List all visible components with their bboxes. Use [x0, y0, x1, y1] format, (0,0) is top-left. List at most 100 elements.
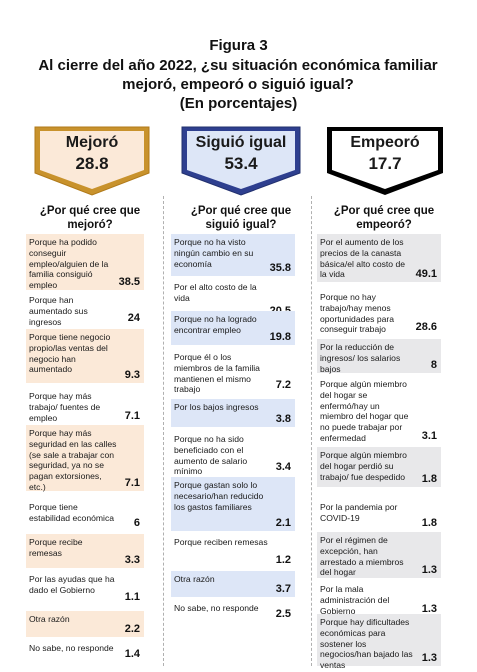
reason-text: Porque reciben remesas [174, 537, 268, 547]
reason-text: Otra razón [174, 574, 215, 584]
reason-value: 8 [430, 359, 437, 372]
question-empeoro: ¿Por qué cree que empeoró? [333, 205, 435, 231]
reason-value: 7.1 [124, 477, 140, 490]
figure-label: Figura 3 [209, 37, 268, 54]
reason-item: Porque no hay trabajo/hay menos oportuni… [317, 289, 441, 335]
reason-value: 49.1 [415, 268, 437, 281]
reason-value: 1.8 [421, 517, 437, 530]
reason-item: Porque tiene estabilidad económica 6 [26, 499, 144, 531]
arrow-empeoro-shape [327, 127, 443, 195]
reason-value: 3.7 [275, 583, 291, 596]
reason-text: Porque tiene estabilidad económica [29, 502, 115, 523]
reason-item: Otra razón 2.2 [26, 611, 144, 637]
reason-item: Porque gastan solo lo necesario/han redu… [171, 477, 295, 531]
reason-text: Porque hay más seguridad en las calles (… [29, 428, 117, 492]
reason-item: No sabe, no responde 1.4 [26, 640, 144, 662]
reason-item: Porque hay más seguridad en las calles (… [26, 425, 144, 492]
reason-value: 1.3 [421, 652, 437, 665]
reason-text: Por las ayudas que ha dado el Gobierno [29, 574, 115, 595]
reason-text: Porque tiene negocio propio/las ventas d… [29, 332, 111, 375]
reason-item: Por la reducción de ingresos/ los salari… [317, 339, 441, 374]
reason-item: Porque él o los miembros de la familia m… [171, 349, 295, 395]
reason-text: Porque ha podido conseguir empleo/alguie… [29, 237, 109, 291]
reason-item: Porque han aumentado sus ingresos 24 [26, 292, 144, 327]
reason-item: Porque tiene negocio propio/las ventas d… [26, 329, 144, 383]
reason-item: Porque recibe remesas 3.3 [26, 534, 144, 568]
question-mejoro: ¿Por qué cree que mejoró? [39, 205, 141, 231]
reason-value: 35.8 [269, 262, 291, 275]
reason-text: Por el régimen de excepción, han arresta… [320, 535, 404, 578]
reason-item: Porque no ha visto ningún cambio en su e… [171, 234, 295, 276]
reason-value: 1.3 [421, 564, 437, 577]
reason-text: Por la reducción de ingresos/ los salari… [320, 342, 401, 374]
reason-item: Porque algún miembro del hogar se enferm… [317, 376, 441, 444]
reason-text: Otra razón [29, 614, 70, 624]
reason-text: Porque hay más trabajo/ fuentes de emple… [29, 391, 101, 423]
reason-text: Porque recibe remesas [29, 537, 83, 558]
reason-text: Por la pandemia por COVID-19 [320, 502, 398, 523]
reason-item: No sabe, no responde 2.5 [171, 600, 295, 622]
figure-question: Al cierre del año 2022, ¿su situación ec… [38, 57, 438, 93]
reason-value: 19.8 [269, 331, 291, 344]
reason-value: 7.1 [124, 410, 140, 423]
reason-item: Por el aumento de los precios de la cana… [317, 234, 441, 282]
reason-text: Porque no hay trabajo/hay menos oportuni… [320, 292, 395, 335]
reason-text: Por la mala administración del Gobierno [320, 584, 390, 616]
reason-text: Porque han aumentado sus ingresos [29, 295, 88, 327]
reason-value: 9.3 [124, 369, 140, 382]
reason-text: Porque gastan solo lo necesario/han redu… [174, 480, 264, 512]
reason-item: Por el régimen de excepción, han arresta… [317, 532, 441, 578]
reason-text: Porque algún miembro del hogar se enferm… [320, 379, 409, 443]
reason-item: Por la mala administración del Gobierno 1… [317, 581, 441, 617]
reason-item: Porque algún miembro del hogar perdió su… [317, 447, 441, 487]
arrow-mejoro-shape [34, 126, 150, 196]
reason-text: Porque no ha logrado encontrar empleo [174, 314, 257, 335]
reason-item: Porque hay dificultades económicas para … [317, 614, 441, 670]
reason-text: No sabe, no responde [174, 603, 259, 613]
arrow-siguio-shape [181, 126, 301, 196]
reason-item: Por los bajos ingresos 3.8 [171, 399, 295, 427]
reason-value: 2.5 [275, 608, 291, 621]
reason-item: Por la pandemia por COVID-19 1.8 [317, 499, 441, 531]
reason-value: 1.4 [124, 648, 140, 661]
reason-item: Porque no ha sido beneficiado con el aum… [171, 431, 295, 477]
reason-item: Otra razón 3.7 [171, 571, 295, 597]
reason-value: 2.2 [124, 623, 140, 636]
reason-value: 28.6 [415, 321, 437, 334]
reason-text: Por el aumento de los precios de la cana… [320, 237, 406, 280]
siguio-value: 53.4 [224, 154, 258, 173]
reason-value: 24 [127, 312, 140, 325]
figure-unit: (En porcentajes) [179, 95, 298, 112]
reason-text: Por los bajos ingresos [174, 402, 259, 412]
empeoro-value: 17.7 [368, 154, 402, 173]
reason-value: 1.1 [124, 591, 140, 604]
reason-item: Porque ha podido conseguir empleo/alguie… [26, 234, 144, 290]
reason-text: Porque no ha sido beneficiado con el aum… [174, 434, 248, 477]
reason-text: Porque no ha visto ningún cambio en su e… [174, 237, 254, 269]
reason-text: Porque él o los miembros de la familia m… [174, 352, 260, 395]
reason-item: Porque reciben remesas 1.2 [171, 534, 295, 568]
question-siguio: ¿Por qué cree que siguió igual? [190, 205, 292, 231]
reason-item: Por las ayudas que ha dado el Gobierno 1.… [26, 571, 144, 605]
reason-item: Porque no ha logrado encontrar empleo 19.… [171, 311, 295, 345]
reason-value: 38.5 [118, 276, 140, 289]
reason-value: 3.8 [275, 413, 291, 426]
empeoro-label: Empeoró [350, 134, 420, 151]
siguio-label: Siguió igual [195, 134, 287, 151]
column-separator [163, 196, 164, 666]
reason-text: Por el alto costo de la vida [174, 282, 257, 303]
reason-item: Porque hay más trabajo/ fuentes de emple… [26, 388, 144, 424]
reason-value: 3.3 [124, 554, 140, 567]
reason-text: Porque hay dificultades económicas para … [320, 617, 413, 671]
column-separator [311, 196, 312, 666]
reason-value: 6 [133, 517, 140, 530]
mejoro-label: Mejoró [65, 134, 119, 151]
reason-value: 1.8 [421, 473, 437, 486]
reason-value: 3.1 [421, 430, 437, 443]
reason-value: 1.2 [275, 554, 291, 567]
reason-text: Porque algún miembro del hogar perdió su… [320, 450, 407, 482]
mejoro-value: 28.8 [75, 154, 109, 173]
reason-value: 1.3 [421, 603, 437, 616]
reason-value: 3.4 [275, 461, 291, 474]
reason-text: No sabe, no responde [29, 643, 114, 653]
